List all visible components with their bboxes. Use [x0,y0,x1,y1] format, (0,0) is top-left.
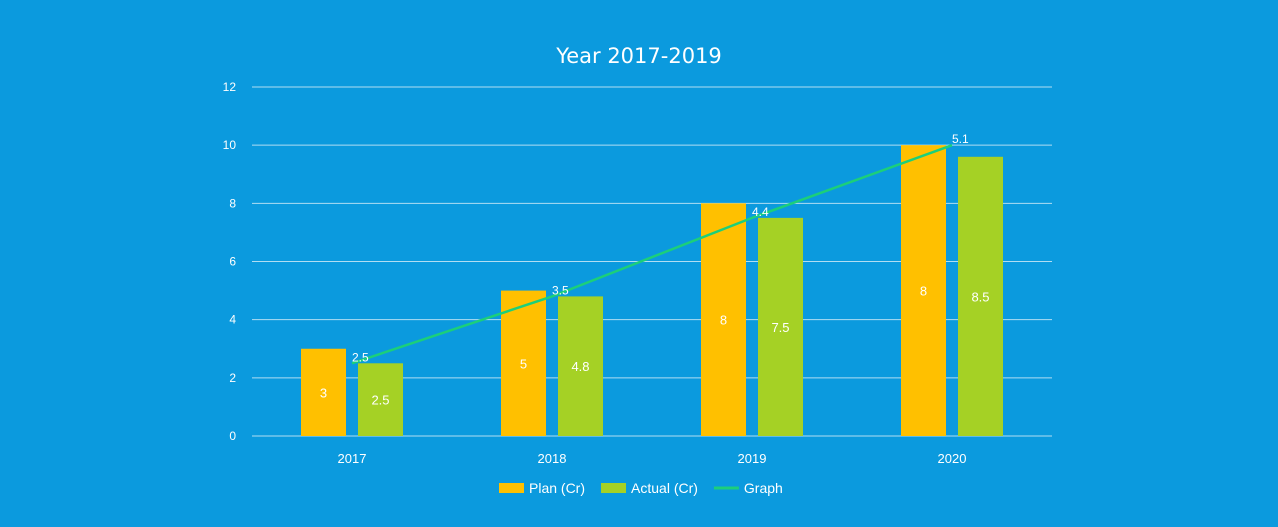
bar-data-label: 3 [320,385,327,400]
bar [958,156,1003,437]
x-tick-label: 2020 [938,451,967,466]
line-data-label: 5.1 [952,132,969,146]
line-data-label: 2.5 [352,350,369,364]
line-data-label: 4.4 [752,205,769,219]
bar [301,348,346,436]
line-data-label: 3.5 [552,283,569,297]
legend: Plan (Cr) Actual (Cr) Graph [499,480,783,496]
y-tick-label: 10 [223,138,237,152]
bar [358,363,403,436]
chart-title: Year 2017-2019 [555,44,722,68]
legend-swatch [499,483,524,493]
bar-data-label: 2.5 [371,393,389,408]
y-tick-label: 0 [229,429,236,443]
label-layer: 3 5 8 8 2.5 4.8 7.5 8.5 2.5 3.5 4.4 5.1 [320,132,990,407]
bar-data-label: 4.8 [571,359,589,374]
bar-data-label: 8 [720,313,727,328]
bar [701,203,746,436]
legend-label: Actual (Cr) [631,480,698,496]
bar [901,145,946,436]
y-tick-label: 4 [229,313,236,327]
y-tick-label: 12 [223,80,237,94]
bar-data-label: 7.5 [771,320,789,335]
y-tick-label: 2 [229,371,236,385]
bar-data-label: 5 [520,356,527,371]
bar-data-label: 8.5 [971,289,989,304]
legend-label: Plan (Cr) [529,480,585,496]
bar [501,290,546,436]
legend-swatch [601,483,627,493]
x-tick-label: 2017 [338,451,367,466]
line-layer [351,143,953,365]
bar [758,217,803,436]
bar [558,296,603,436]
legend-label: Graph [744,480,783,496]
x-tick-label: 2019 [738,451,767,466]
x-tick-label: 2018 [538,451,567,466]
y-tick-label: 6 [229,255,236,269]
y-tick-label: 8 [229,196,236,210]
bar-layer [301,145,1003,437]
line-series [351,143,953,365]
bar-data-label: 8 [920,284,927,299]
grid-layer: 0 2 4 6 8 10 12 2017 2018 2019 2020 [223,80,1052,466]
